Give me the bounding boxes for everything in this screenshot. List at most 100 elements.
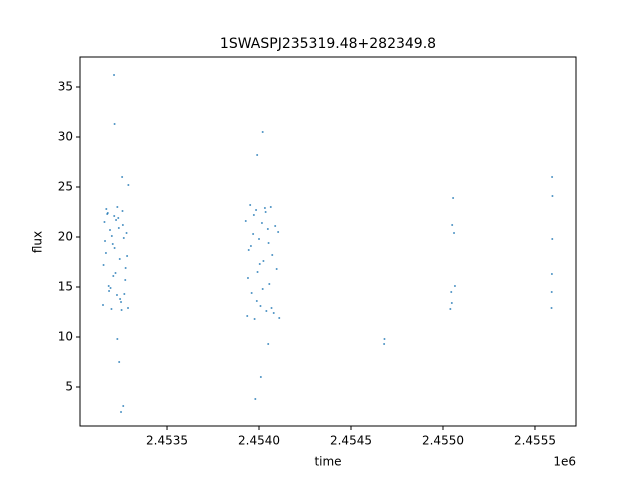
point	[116, 206, 119, 208]
point	[125, 232, 128, 234]
plot-frame	[79, 56, 577, 427]
point	[550, 273, 553, 275]
point	[102, 264, 105, 266]
point	[551, 195, 554, 197]
point	[253, 318, 256, 320]
point	[246, 315, 249, 317]
x-tick-label: 2.4555	[514, 434, 556, 448]
point	[122, 405, 125, 407]
point	[383, 338, 386, 340]
point	[265, 310, 268, 312]
point	[104, 252, 107, 254]
y-tick-label: 5	[65, 380, 73, 394]
point	[268, 283, 271, 285]
y-tick-label: 20	[58, 230, 73, 244]
point	[270, 307, 273, 309]
point	[121, 210, 124, 212]
point	[271, 254, 274, 256]
point	[110, 235, 113, 237]
point	[277, 231, 280, 233]
point	[272, 312, 275, 314]
point	[246, 277, 249, 279]
y-tick-label: 10	[58, 330, 73, 344]
point	[452, 197, 455, 199]
point	[127, 307, 130, 309]
point	[111, 243, 114, 245]
point	[550, 307, 553, 309]
y-axis-label: flux	[31, 231, 45, 253]
point	[250, 292, 253, 294]
point	[113, 74, 116, 76]
point	[116, 338, 119, 340]
point	[264, 211, 267, 213]
point	[275, 268, 278, 270]
point	[252, 233, 255, 235]
point	[383, 343, 386, 345]
chart-title: 1SWASPJ235319.48+282349.8	[220, 36, 436, 52]
point	[107, 285, 110, 287]
point	[260, 222, 263, 224]
point	[451, 224, 454, 226]
point	[117, 217, 120, 219]
point	[112, 275, 115, 277]
point	[244, 220, 247, 222]
point	[121, 224, 124, 226]
point	[118, 258, 121, 260]
point	[256, 154, 259, 156]
point	[115, 219, 118, 221]
point	[267, 242, 270, 244]
x-tick-label: 2.4540	[238, 434, 280, 448]
point	[550, 291, 553, 293]
point	[262, 260, 265, 262]
point	[124, 267, 127, 269]
point	[258, 238, 261, 240]
y-tick-label: 30	[58, 130, 73, 144]
point	[101, 304, 104, 306]
point	[113, 247, 116, 249]
point	[278, 317, 281, 319]
point	[269, 206, 272, 208]
point	[254, 398, 257, 400]
point	[551, 238, 554, 240]
point	[252, 214, 255, 216]
x-tick-label: 2.4550	[422, 434, 464, 448]
point	[258, 263, 261, 265]
point	[115, 294, 118, 296]
point	[104, 240, 107, 242]
y-tick-label: 25	[58, 180, 73, 194]
point	[259, 305, 262, 307]
point	[105, 208, 108, 210]
point	[266, 228, 269, 230]
point	[267, 343, 270, 345]
point	[117, 227, 120, 229]
point	[106, 212, 109, 214]
point	[259, 376, 262, 378]
point	[551, 176, 554, 178]
point	[120, 411, 123, 413]
point	[118, 361, 121, 363]
x-tick-label: 2.4535	[146, 434, 188, 448]
point	[108, 290, 111, 292]
point	[256, 271, 259, 273]
point	[449, 308, 452, 310]
point	[126, 255, 129, 257]
point	[255, 209, 258, 211]
point	[249, 204, 252, 206]
point	[120, 309, 123, 311]
point	[119, 298, 122, 300]
x-tick-label: 2.4545	[330, 434, 372, 448]
point	[261, 288, 264, 290]
point	[124, 279, 127, 281]
point	[127, 184, 130, 186]
point	[121, 176, 124, 178]
point	[450, 302, 453, 304]
point	[453, 232, 456, 234]
point	[113, 123, 116, 125]
point	[255, 300, 258, 302]
point	[261, 131, 264, 133]
point	[114, 272, 117, 274]
point	[249, 245, 252, 247]
point	[108, 229, 111, 231]
